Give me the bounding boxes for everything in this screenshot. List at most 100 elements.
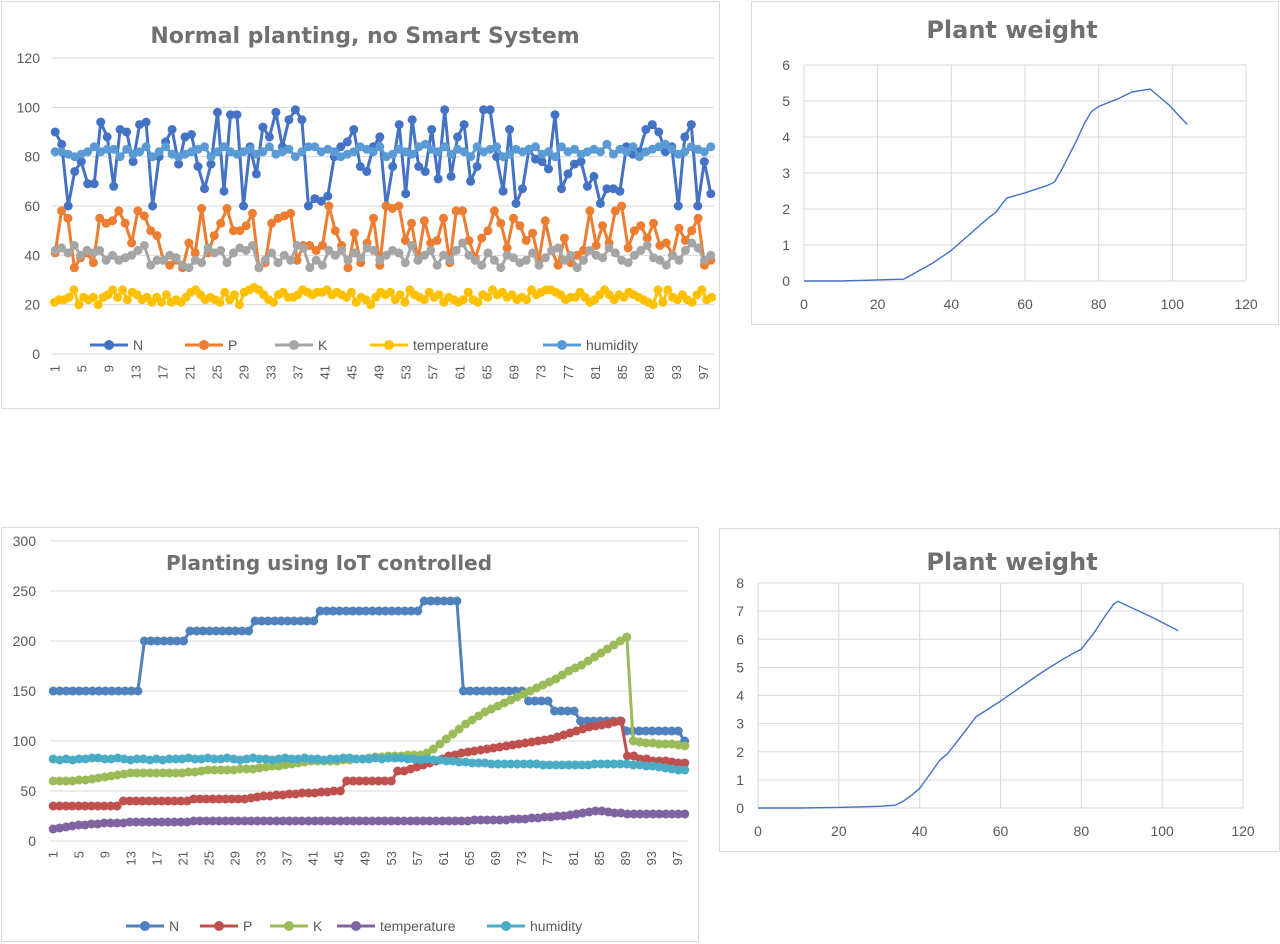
data-point-P	[267, 218, 277, 228]
data-point-P	[623, 243, 633, 253]
data-point-humidity	[388, 149, 398, 159]
legend-label: P	[243, 918, 252, 934]
data-point-temperature	[220, 287, 230, 297]
data-point-humidity	[115, 152, 125, 162]
data-point-N	[367, 606, 377, 616]
data-point-N	[107, 686, 117, 696]
legend-label: K	[313, 918, 323, 934]
data-point-K	[474, 711, 484, 721]
data-point-P	[649, 218, 658, 228]
data-point-temperature	[380, 816, 390, 826]
data-point-P	[106, 801, 116, 811]
data-point-N	[302, 616, 312, 626]
data-point-temperature	[278, 816, 288, 826]
data-point-K	[337, 245, 347, 255]
data-point-N	[89, 179, 99, 189]
legend-swatch-marker	[284, 921, 294, 931]
data-point-humidity	[154, 147, 164, 157]
data-point-temperature	[642, 809, 651, 819]
data-point-N	[472, 162, 482, 171]
data-point-humidity	[122, 144, 132, 154]
data-point-P	[598, 221, 608, 231]
x-tick-label: 37	[280, 851, 295, 865]
data-point-P	[95, 213, 105, 223]
data-point-N	[251, 169, 261, 179]
data-point-K	[138, 768, 148, 778]
data-point-P	[680, 758, 690, 768]
data-point-K	[660, 739, 670, 749]
data-point-K	[435, 739, 445, 749]
data-point-N	[453, 132, 463, 142]
x-tick-label: 81	[566, 851, 581, 865]
data-point-N	[602, 184, 612, 194]
data-point-humidity	[544, 147, 553, 157]
y-tick-label: 40	[24, 247, 40, 263]
data-point-temperature	[367, 816, 377, 826]
data-point-humidity	[206, 152, 216, 162]
data-point-N	[185, 626, 195, 636]
x-tick-label: 13	[128, 365, 143, 379]
data-point-K	[279, 250, 289, 260]
data-point-N	[420, 167, 430, 176]
data-point-P	[674, 223, 684, 233]
data-point-humidity	[74, 754, 84, 764]
data-point-P	[189, 794, 199, 804]
data-point-N	[524, 696, 533, 706]
data-point-temperature	[648, 300, 658, 310]
data-point-N	[258, 122, 268, 132]
legend-label: humidity	[530, 918, 582, 934]
data-point-temperature	[653, 285, 663, 295]
y-tick-label: 0	[736, 800, 744, 816]
data-point-P	[259, 791, 269, 801]
data-point-P	[687, 226, 697, 236]
data-point-P	[127, 238, 137, 248]
data-point-P	[67, 801, 77, 811]
data-point-P	[349, 228, 359, 238]
data-point-P	[496, 218, 506, 228]
data-point-humidity	[297, 147, 307, 157]
legend-swatch-marker	[557, 340, 567, 350]
legend-swatch-marker	[199, 340, 209, 350]
data-point-P	[439, 213, 448, 223]
data-point-N	[466, 176, 476, 186]
data-point-humidity	[368, 147, 378, 157]
data-point-humidity	[102, 144, 112, 154]
data-point-humidity	[506, 759, 516, 769]
data-point-temperature	[316, 816, 326, 826]
data-point-N	[641, 125, 651, 134]
x-tick-label: 49	[358, 851, 373, 865]
data-point-temperature	[108, 285, 118, 295]
x-tick-label: 40	[944, 296, 960, 312]
weight-line	[758, 600, 1179, 809]
data-point-humidity	[284, 144, 294, 154]
data-point-N	[133, 686, 143, 696]
data-point-K	[693, 243, 703, 253]
data-point-K	[267, 248, 277, 258]
data-point-P	[55, 801, 65, 811]
y-tick-label: 100	[13, 733, 37, 749]
data-point-K	[668, 250, 678, 260]
data-point-temperature	[291, 816, 301, 826]
data-point-P	[369, 213, 378, 223]
data-point-temperature	[473, 297, 483, 307]
data-point-temperature	[125, 817, 135, 827]
data-point-N	[355, 162, 365, 171]
data-point-N	[174, 159, 184, 169]
data-point-N	[342, 137, 352, 147]
data-point-N	[57, 139, 67, 149]
data-point-N	[48, 686, 58, 696]
data-point-K	[151, 768, 161, 778]
data-point-K	[687, 238, 697, 248]
data-point-K	[222, 765, 232, 775]
data-point-P	[61, 801, 71, 811]
iot-planting-chart: Planting using IoT controlled 0 50 100 150 20…	[1, 527, 699, 942]
data-point-N	[76, 157, 86, 167]
data-point-N	[680, 132, 690, 142]
data-point-N	[179, 636, 188, 646]
data-point-N	[361, 606, 371, 616]
data-point-N	[159, 636, 169, 646]
x-tick-label: 57	[426, 365, 441, 379]
data-point-humidity	[512, 759, 522, 769]
data-point-P	[329, 786, 339, 796]
data-point-temperature	[118, 285, 128, 295]
